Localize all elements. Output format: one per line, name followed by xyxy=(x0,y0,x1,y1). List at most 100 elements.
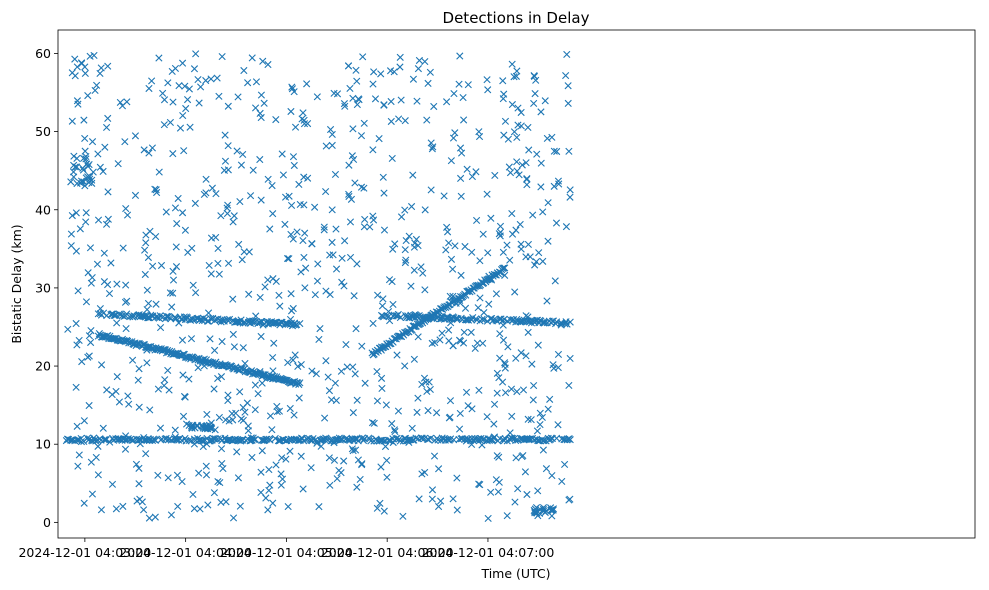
data-point xyxy=(146,227,154,235)
data-point xyxy=(155,54,163,62)
data-point xyxy=(525,146,533,154)
data-point xyxy=(71,72,79,80)
data-point xyxy=(536,420,544,429)
data-point xyxy=(383,456,391,465)
data-point xyxy=(351,179,359,187)
data-point xyxy=(491,171,499,180)
data-point xyxy=(360,119,368,127)
data-point xyxy=(447,157,455,165)
data-point xyxy=(443,98,451,106)
data-point xyxy=(415,56,423,65)
data-point xyxy=(530,72,539,80)
data-point xyxy=(314,260,322,268)
data-point xyxy=(258,379,266,387)
data-point xyxy=(453,506,461,514)
data-point xyxy=(373,504,381,512)
data-point xyxy=(335,466,343,475)
data-point xyxy=(82,209,90,217)
data-point xyxy=(164,474,172,482)
data-point xyxy=(240,248,248,256)
data-point xyxy=(80,116,88,124)
data-point xyxy=(487,488,495,496)
data-point xyxy=(565,147,573,155)
data-point xyxy=(178,209,187,217)
data-point xyxy=(464,435,473,443)
data-point xyxy=(87,327,95,335)
data-point xyxy=(524,328,532,336)
data-point xyxy=(278,150,286,158)
data-point xyxy=(75,336,83,344)
data-point xyxy=(357,132,366,140)
data-point xyxy=(264,60,272,69)
data-point xyxy=(307,464,315,472)
data-point xyxy=(435,502,443,511)
data-point xyxy=(260,371,268,379)
data-point xyxy=(483,76,491,84)
data-point xyxy=(508,412,516,420)
data-point xyxy=(410,243,418,251)
data-point xyxy=(328,130,336,139)
data-point xyxy=(185,375,193,383)
data-point xyxy=(554,177,563,185)
data-point xyxy=(144,299,153,308)
data-point xyxy=(113,319,121,327)
data-point xyxy=(272,461,280,469)
data-point xyxy=(145,514,153,522)
data-point xyxy=(510,73,518,81)
data-point xyxy=(423,314,431,323)
data-point xyxy=(104,281,112,289)
data-point xyxy=(550,182,558,190)
data-point xyxy=(373,367,381,376)
data-point xyxy=(235,240,243,248)
data-point xyxy=(72,319,80,328)
data-point xyxy=(456,144,465,152)
data-point xyxy=(164,366,172,375)
data-point xyxy=(251,406,259,414)
data-point xyxy=(423,116,431,124)
data-point xyxy=(326,251,334,259)
data-point xyxy=(300,116,308,124)
data-point xyxy=(456,337,465,345)
data-point xyxy=(245,248,253,256)
data-point xyxy=(510,128,519,136)
data-point xyxy=(382,401,390,409)
data-point xyxy=(500,90,508,98)
data-point xyxy=(268,182,276,190)
data-point xyxy=(143,359,151,367)
data-point xyxy=(320,223,328,231)
data-point xyxy=(239,344,247,352)
data-point xyxy=(349,94,357,102)
data-point xyxy=(88,490,97,498)
data-point xyxy=(96,163,104,171)
data-point xyxy=(476,257,484,265)
data-point xyxy=(533,150,541,158)
data-point xyxy=(380,189,388,197)
data-point xyxy=(348,445,356,453)
data-point xyxy=(185,436,193,444)
data-point xyxy=(504,135,512,143)
data-point xyxy=(544,405,552,413)
data-point xyxy=(346,218,355,226)
plot-frame xyxy=(57,29,976,539)
data-point xyxy=(369,319,377,327)
data-point xyxy=(352,325,360,333)
data-point xyxy=(566,354,574,363)
data-point xyxy=(538,413,546,422)
data-point xyxy=(119,244,127,252)
data-point xyxy=(266,412,275,420)
data-point xyxy=(418,380,426,389)
data-point xyxy=(330,456,339,464)
data-point xyxy=(366,435,374,443)
data-point xyxy=(388,277,396,286)
data-point xyxy=(79,164,87,172)
data-point xyxy=(518,161,526,169)
data-point xyxy=(512,454,520,462)
data-point xyxy=(283,254,292,263)
data-point xyxy=(104,215,112,223)
data-point xyxy=(561,460,569,469)
data-point xyxy=(461,435,469,443)
data-point xyxy=(92,453,100,461)
data-point xyxy=(269,275,277,283)
data-point xyxy=(124,392,132,400)
data-point xyxy=(372,435,380,443)
